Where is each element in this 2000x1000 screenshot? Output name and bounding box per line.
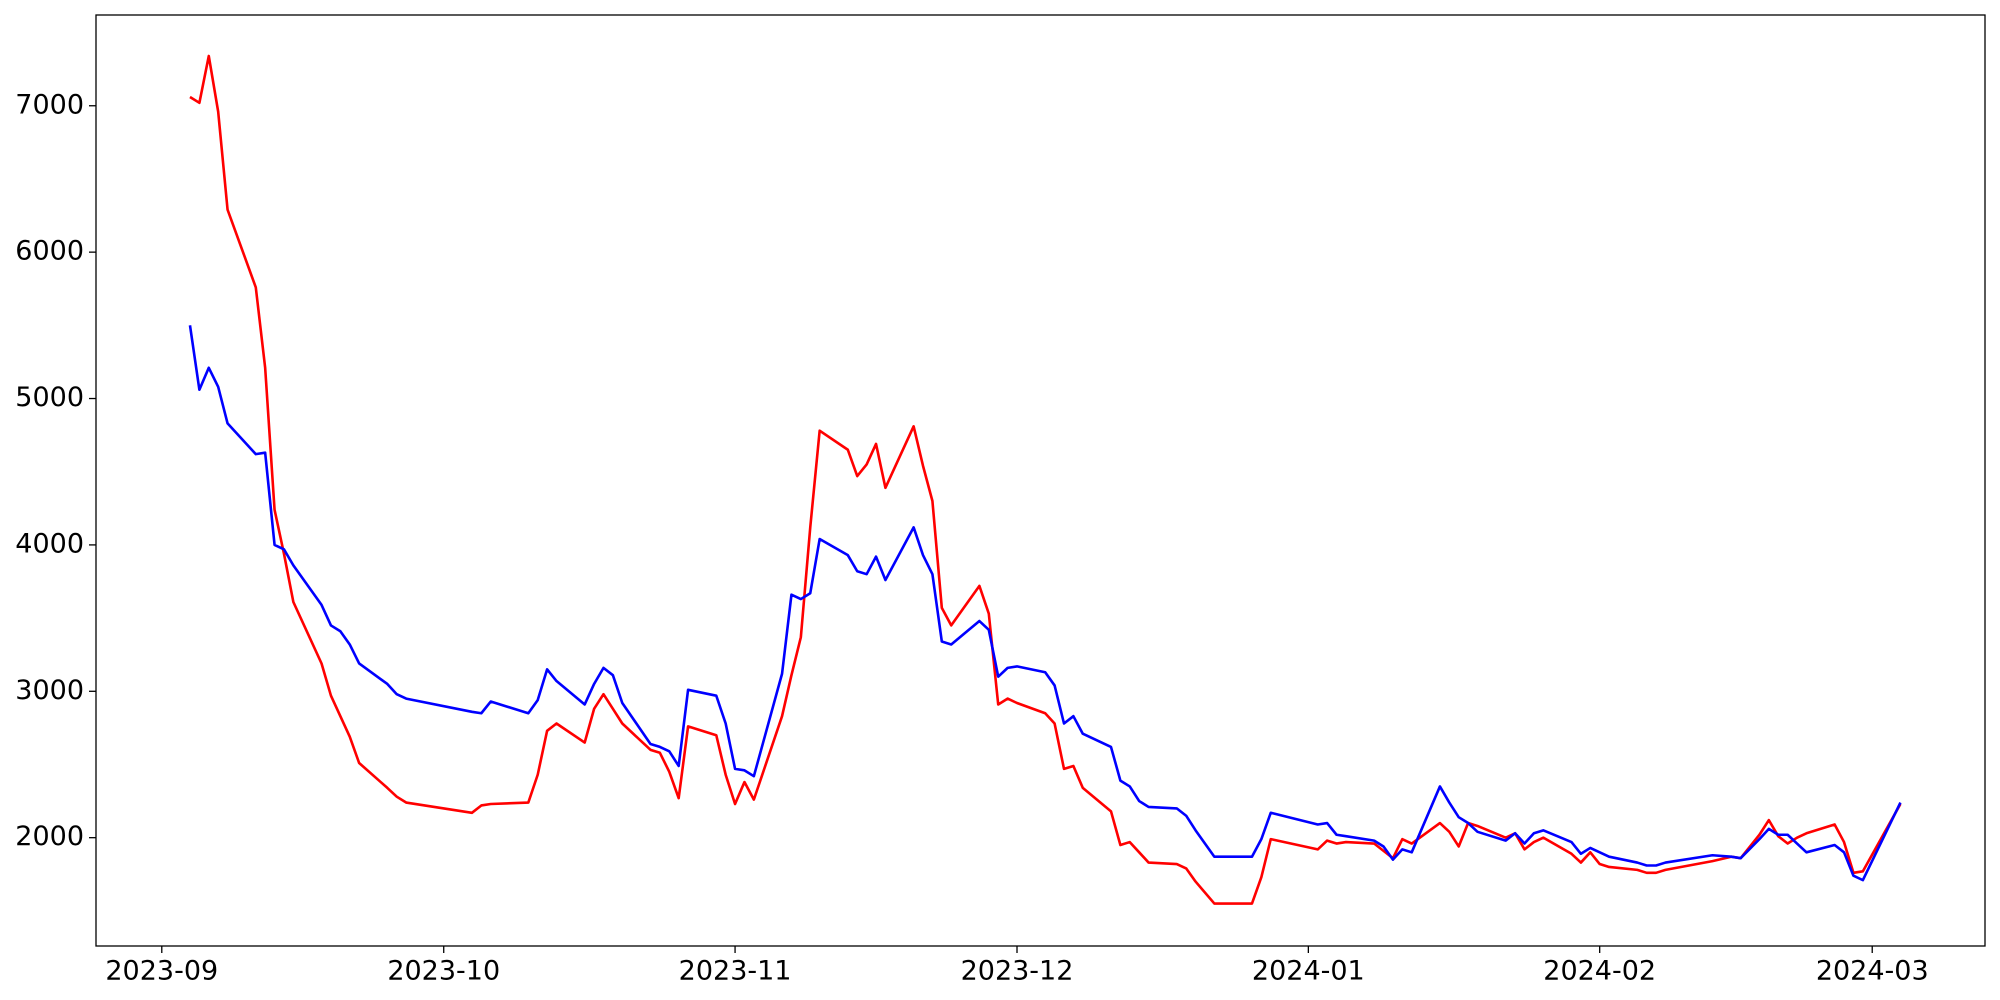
y-tick-label: 3000 — [15, 675, 84, 706]
x-tick-label: 2023-12 — [961, 956, 1074, 987]
x-tick-label: 2024-01 — [1252, 956, 1365, 987]
y-tick-label: 6000 — [15, 236, 84, 267]
x-tick-label: 2023-11 — [679, 956, 792, 987]
x-tick-label: 2024-02 — [1543, 956, 1656, 987]
y-tick-label: 7000 — [15, 89, 84, 120]
x-tick-label: 2023-09 — [105, 956, 218, 987]
series-line — [189, 54, 1902, 905]
x-tick-label: 2024-03 — [1816, 956, 1929, 987]
plot-frame — [95, 14, 1986, 947]
y-tick-label: 5000 — [15, 382, 84, 413]
series-line — [188, 325, 1902, 882]
y-tick-label: 2000 — [15, 821, 84, 852]
x-tick-label: 2023-10 — [387, 956, 500, 987]
y-tick-label: 4000 — [15, 528, 84, 559]
